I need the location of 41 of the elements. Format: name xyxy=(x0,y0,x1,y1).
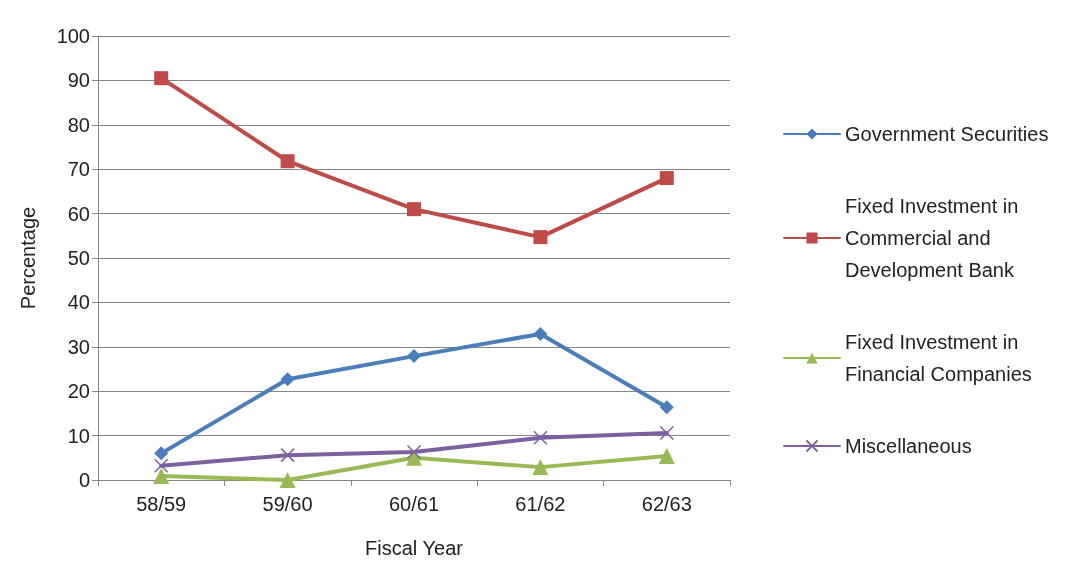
y-tick-label: 70 xyxy=(67,158,90,181)
x-tick-label: 61/62 xyxy=(515,493,566,515)
point xyxy=(153,458,169,474)
y-tick-label: 20 xyxy=(67,380,90,403)
point xyxy=(659,171,674,186)
legend-label: Government Securities xyxy=(845,123,1049,145)
y-tick-label: 0 xyxy=(78,469,90,491)
point xyxy=(659,425,675,441)
point xyxy=(154,71,169,86)
y-tick-label: 40 xyxy=(67,291,90,314)
x-tick-label: 58/59 xyxy=(136,493,187,515)
legend-label: Fixed Investment in Commercial and Development Bank xyxy=(845,195,1024,281)
y-tick-label: 90 xyxy=(67,69,90,92)
point xyxy=(154,446,169,461)
x-axis-title: Fiscal Year xyxy=(365,537,464,559)
point xyxy=(279,472,296,488)
y-tick-label: 10 xyxy=(67,424,90,447)
point xyxy=(659,400,674,415)
point xyxy=(658,448,675,465)
point xyxy=(533,230,548,245)
point xyxy=(533,326,548,341)
point xyxy=(532,459,549,476)
point xyxy=(406,444,422,460)
point xyxy=(280,154,295,169)
point xyxy=(280,447,295,463)
y-tick-label: 60 xyxy=(67,202,90,225)
x-tick-label: 62/63 xyxy=(641,493,692,515)
y-axis-title: Percentage xyxy=(17,206,39,310)
point xyxy=(407,202,421,217)
y-tick-label: 80 xyxy=(67,113,90,136)
x-tick-label: 60/61 xyxy=(388,493,440,515)
point xyxy=(280,372,295,387)
y-tick-label: 100 xyxy=(56,25,90,47)
y-tick-label: 30 xyxy=(67,335,90,358)
legend-label: Fixed Investment in Financial Companies xyxy=(845,331,1032,385)
y-tick-label: 50 xyxy=(67,247,90,269)
point xyxy=(153,468,170,484)
point xyxy=(533,430,548,446)
x-tick-label: 59/60 xyxy=(262,493,313,515)
legend-label: Miscellaneous xyxy=(845,435,972,457)
point xyxy=(407,349,421,364)
